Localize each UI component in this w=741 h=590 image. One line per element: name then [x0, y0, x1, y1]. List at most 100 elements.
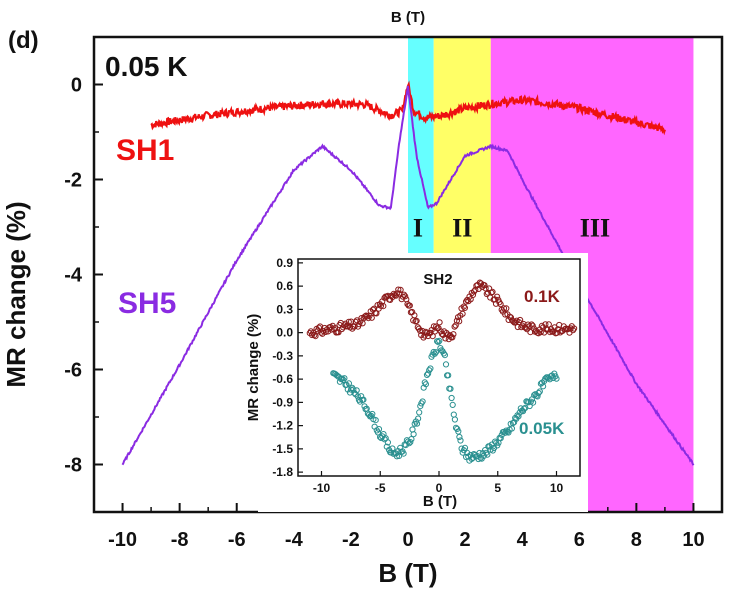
inset-point-0.05K — [435, 339, 442, 346]
inset-y-tick-label: 0.3 — [276, 302, 293, 316]
inset-point-0.1K — [348, 318, 355, 325]
region-label-III: III — [580, 214, 610, 243]
inset-point-0.05K — [422, 381, 429, 388]
y-tick-label: -2 — [64, 170, 82, 192]
inset-point-0.1K — [517, 316, 524, 324]
inset-y-tick-label: 0.6 — [276, 279, 293, 293]
x-axis-title: B (T) — [378, 558, 437, 588]
inset-point-0.05K — [339, 375, 346, 382]
series-layer — [121, 80, 695, 466]
inset-point-0.05K — [526, 402, 533, 410]
inset-point-0.05K — [381, 436, 388, 443]
inset-point-0.05K — [353, 387, 360, 394]
inset-point-0.05K — [442, 361, 450, 368]
inset-point-0.1K — [571, 325, 578, 332]
inset-y-tick-label: -1.5 — [272, 442, 293, 456]
x-tick-label: 6 — [574, 529, 585, 551]
series-line-SH5 — [121, 85, 695, 466]
inset-point-0.1K — [472, 286, 479, 293]
inset-point-0.1K — [368, 314, 375, 321]
inset-series-layer — [306, 279, 578, 464]
inset-point-0.05K — [372, 417, 379, 424]
inset-point-0.05K — [447, 385, 454, 392]
inset-point-0.1K — [449, 334, 456, 341]
y-tick-label: -4 — [64, 265, 83, 287]
inset-point-0.1K — [451, 323, 458, 330]
inset-point-0.05K — [407, 439, 414, 446]
inset-point-0.1K — [413, 317, 420, 324]
inset-point-0.05K — [384, 439, 391, 446]
temperature-label: 0.05 K — [105, 51, 188, 82]
inset-point-0.1K — [361, 313, 368, 320]
inset-x-tick-label: -5 — [375, 481, 386, 495]
inset-point-0.1K — [394, 290, 401, 297]
inset-point-0.05K — [426, 367, 433, 374]
inset-point-0.05K — [448, 394, 455, 402]
x-tick-label: 0 — [402, 529, 413, 551]
inset-point-0.1K — [423, 329, 431, 336]
y-tick-label: -6 — [64, 360, 82, 382]
inset-point-0.1K — [315, 324, 322, 331]
inset-point-0.05K — [441, 352, 448, 359]
inset-point-0.05K — [431, 350, 438, 357]
inset-title: SH2 — [423, 271, 452, 288]
inset-point-0.1K — [328, 326, 335, 333]
inset-point-0.05K — [416, 409, 423, 416]
region-label-II: II — [452, 214, 472, 243]
inset-point-0.1K — [311, 332, 318, 339]
inset-point-0.1K — [546, 329, 554, 336]
inset-point-0.1K — [417, 327, 424, 334]
y-axis-title: MR change (%) — [1, 201, 31, 387]
inset-point-0.05K — [497, 435, 504, 442]
inset-legend-0.1K: 0.1K — [524, 287, 561, 306]
inset-point-0.05K — [410, 431, 417, 438]
inset-point-0.05K — [341, 375, 348, 382]
inset-point-0.1K — [500, 305, 508, 312]
inset-point-0.05K — [509, 420, 517, 427]
x-tick-label: -6 — [228, 529, 246, 551]
inset-point-0.1K — [371, 305, 378, 312]
y-tick-label: -8 — [64, 455, 82, 477]
inset-point-0.05K — [432, 349, 439, 356]
inset-point-0.05K — [419, 398, 426, 405]
inset-point-0.1K — [456, 318, 463, 325]
inset-y-tick-label: -0.3 — [272, 349, 293, 363]
inset-point-0.05K — [400, 450, 407, 457]
top-axis-label: B (T) — [391, 9, 425, 26]
inset-y-tick-label: -0.9 — [272, 395, 293, 409]
inset-point-0.1K — [489, 288, 496, 295]
inset-point-0.1K — [377, 302, 385, 309]
inset-point-0.1K — [406, 302, 413, 309]
x-tick-label: 8 — [631, 529, 642, 551]
inset-point-0.05K — [451, 416, 458, 423]
inset-y-tick-label: 0.9 — [276, 256, 293, 270]
inset-point-0.1K — [563, 325, 570, 332]
y-axis: 0 -2 -4 -6 -8 — [64, 75, 103, 477]
inset-point-0.1K — [312, 333, 319, 340]
inset-point-0.1K — [503, 305, 510, 312]
inset-point-0.05K — [553, 375, 560, 382]
inset-point-0.05K — [534, 393, 541, 400]
inset-point-0.1K — [484, 289, 491, 296]
inset-point-0.05K — [457, 437, 464, 444]
inset-x-tick-label: 10 — [550, 481, 564, 495]
inset-point-0.05K — [354, 393, 361, 400]
inset-x-tick-label: 5 — [494, 481, 501, 495]
inset-point-0.05K — [427, 365, 434, 372]
x-tick-label: -2 — [342, 529, 360, 551]
inset-point-0.1K — [345, 318, 352, 325]
inset-point-0.05K — [477, 454, 484, 461]
inset-point-0.1K — [402, 293, 409, 300]
inset-y-tick-label: -1.2 — [272, 419, 293, 433]
inset-x-tick-label: -10 — [313, 481, 331, 495]
inset-point-0.1K — [356, 321, 363, 328]
inset-point-0.05K — [515, 413, 522, 420]
inset-point-0.1K — [471, 288, 478, 295]
inset-point-0.1K — [429, 333, 436, 340]
inset-point-0.05K — [375, 426, 383, 433]
inset-point-0.1K — [373, 310, 380, 317]
inset-point-0.05K — [535, 389, 542, 397]
inset-point-0.05K — [521, 405, 528, 412]
inset-point-0.1K — [460, 303, 467, 310]
